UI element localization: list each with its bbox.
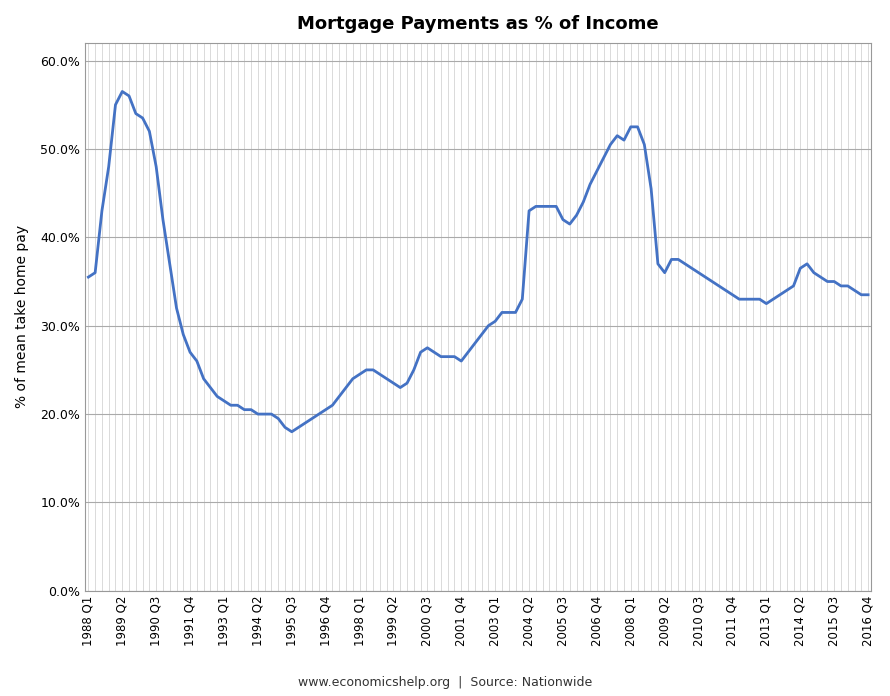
- Y-axis label: % of mean take home pay: % of mean take home pay: [15, 226, 29, 409]
- Text: www.economicshelp.org  |  Source: Nationwide: www.economicshelp.org | Source: Nationwi…: [298, 676, 592, 689]
- Title: Mortgage Payments as % of Income: Mortgage Payments as % of Income: [297, 15, 659, 33]
